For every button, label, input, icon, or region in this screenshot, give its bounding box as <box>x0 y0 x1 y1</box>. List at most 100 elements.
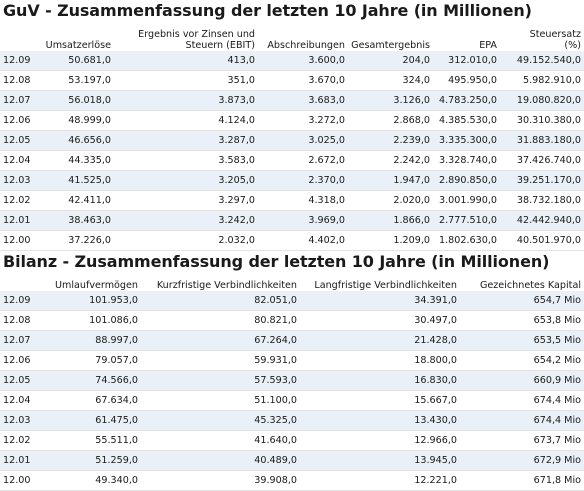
table-cell: 3.287,0 <box>114 130 258 151</box>
guv-column-header: Ergebnis vor Zinsen und Steuern (EBIT) <box>138 29 255 51</box>
table-row: 12.06 79.057,0 59.931,0 18.800,0 654,2 Mio <box>0 350 584 371</box>
table-cell: 19.080.820,0 <box>500 90 584 111</box>
table-cell: 2.868,0 <box>348 110 433 131</box>
table-cell: 13.945,0 <box>300 450 460 471</box>
table-row: 12.03 61.475,0 45.325,0 13.430,0 674,4 Mio <box>0 410 584 431</box>
table-cell: 37.426.740,0 <box>500 150 584 171</box>
table-cell: 653,8 Mio <box>460 310 584 331</box>
guv-column-header: Umsatzerlöse <box>45 40 111 51</box>
table-cell: 31.883.180,0 <box>500 130 584 151</box>
table-cell: 3.600,0 <box>258 51 348 71</box>
table-cell: 55.511,0 <box>36 430 141 451</box>
table-cell: 42.442.940,0 <box>500 210 584 231</box>
row-date-cell: 12.02 <box>0 430 36 451</box>
row-date-cell: 12.07 <box>0 90 36 111</box>
table-cell: 673,7 Mio <box>460 430 584 451</box>
table-cell: 2.032,0 <box>114 230 258 251</box>
table-cell: 39.908,0 <box>141 470 300 491</box>
table-cell: 495.950,0 <box>433 70 500 91</box>
table-row: 12.00 37.226,0 2.032,0 4.402,0 1.209,0 1.802.… <box>0 230 584 251</box>
bilanz-column-header: Langfristige Verbindlichkeiten <box>314 280 457 291</box>
table-cell: 671,8 Mio <box>460 470 584 491</box>
table-cell: 40.501.970,0 <box>500 230 584 251</box>
row-date-cell: 12.02 <box>0 190 36 211</box>
row-date-cell: 12.03 <box>0 410 36 431</box>
table-cell: 2.890.850,0 <box>433 170 500 191</box>
table-cell: 48.999,0 <box>36 110 114 131</box>
bilanz-table: Umlaufvermögen Kurzfristige Verbindlichke… <box>0 273 584 491</box>
table-cell: 1.947,0 <box>348 170 433 191</box>
table-cell: 3.683,0 <box>258 90 348 111</box>
guv-header-row: Umsatzerlöse Ergebnis vor Zinsen und Steue… <box>0 22 584 51</box>
guv-table: Umsatzerlöse Ergebnis vor Zinsen und Steue… <box>0 22 584 251</box>
table-cell: 12.221,0 <box>300 470 460 491</box>
table-row: 12.09 101.953,0 82.051,0 34.391,0 654,7 Mio <box>0 291 584 311</box>
table-cell: 79.057,0 <box>36 350 141 371</box>
table-cell: 41.525,0 <box>36 170 114 191</box>
row-date-cell: 12.01 <box>0 210 36 231</box>
table-cell: 3.873,0 <box>114 90 258 111</box>
bilanz-header-row: Umlaufvermögen Kurzfristige Verbindlichke… <box>0 273 584 291</box>
guv-column-header: EPA <box>479 40 497 51</box>
bilanz-section: Bilanz - Zusammenfassung der letzten 10 … <box>0 251 584 491</box>
bilanz-body: 12.09 101.953,0 82.051,0 34.391,0 654,7 Mio 1… <box>0 291 584 491</box>
table-cell: 12.966,0 <box>300 430 460 451</box>
table-row: 12.00 49.340,0 39.908,0 12.221,0 671,8 Mio <box>0 470 584 491</box>
row-date-cell: 12.00 <box>0 470 36 491</box>
table-cell: 351,0 <box>114 70 258 91</box>
table-cell: 4.124,0 <box>114 110 258 131</box>
table-cell: 38.463,0 <box>36 210 114 231</box>
row-date-cell: 12.00 <box>0 230 36 251</box>
table-cell: 312.010,0 <box>433 51 500 71</box>
table-cell: 30.310.380,0 <box>500 110 584 131</box>
table-cell: 3.126,0 <box>348 90 433 111</box>
table-cell: 67.634,0 <box>36 390 141 411</box>
table-row: 12.01 51.259,0 40.489,0 13.945,0 672,9 Mio <box>0 450 584 471</box>
table-cell: 40.489,0 <box>141 450 300 471</box>
table-cell: 80.821,0 <box>141 310 300 331</box>
table-cell: 50.681,0 <box>36 51 114 71</box>
table-cell: 2.242,0 <box>348 150 433 171</box>
table-row: 12.08 101.086,0 80.821,0 30.497,0 653,8 Mio <box>0 310 584 331</box>
guv-column-header <box>0 22 36 51</box>
table-row: 12.09 50.681,0 413,0 3.600,0 204,0 312.010,0 4… <box>0 51 584 71</box>
table-cell: 2.672,0 <box>258 150 348 171</box>
row-date-cell: 12.01 <box>0 450 36 471</box>
table-cell: 654,2 Mio <box>460 350 584 371</box>
table-cell: 67.264,0 <box>141 330 300 351</box>
table-row: 12.02 42.411,0 3.297,0 4.318,0 2.020,0 3.001.… <box>0 190 584 211</box>
table-cell: 3.335.300,0 <box>433 130 500 151</box>
bilanz-column-header: Gezeichnetes Kapital <box>479 280 581 291</box>
table-cell: 3.025,0 <box>258 130 348 151</box>
table-row: 12.02 55.511,0 41.640,0 12.966,0 673,7 Mio <box>0 430 584 451</box>
table-cell: 101.953,0 <box>36 291 141 311</box>
table-cell: 30.497,0 <box>300 310 460 331</box>
table-cell: 674,4 Mio <box>460 390 584 411</box>
table-cell: 4.783.250,0 <box>433 90 500 111</box>
table-row: 12.01 38.463,0 3.242,0 3.969,0 1.866,0 2.777.… <box>0 210 584 231</box>
table-row: 12.05 74.566,0 57.593,0 16.830,0 660,9 Mio <box>0 370 584 391</box>
table-row: 12.07 88.997,0 67.264,0 21.428,0 653,5 Mio <box>0 330 584 351</box>
table-row: 12.03 41.525,0 3.205,0 2.370,0 1.947,0 2.890.… <box>0 170 584 191</box>
table-cell: 13.430,0 <box>300 410 460 431</box>
row-date-cell: 12.09 <box>0 291 36 311</box>
row-date-cell: 12.09 <box>0 51 36 71</box>
table-cell: 1.866,0 <box>348 210 433 231</box>
table-cell: 1.209,0 <box>348 230 433 251</box>
table-cell: 4.402,0 <box>258 230 348 251</box>
guv-column-header: Steuersatz (%) <box>529 29 581 51</box>
table-cell: 59.931,0 <box>141 350 300 371</box>
table-cell: 5.982.910,0 <box>500 70 584 91</box>
bilanz-title: Bilanz - Zusammenfassung der letzten 10 … <box>3 252 550 271</box>
table-cell: 46.656,0 <box>36 130 114 151</box>
table-cell: 3.328.740,0 <box>433 150 500 171</box>
row-date-cell: 12.08 <box>0 70 36 91</box>
table-cell: 654,7 Mio <box>460 291 584 311</box>
table-cell: 204,0 <box>348 51 433 71</box>
table-cell: 3.272,0 <box>258 110 348 131</box>
table-cell: 74.566,0 <box>36 370 141 391</box>
table-cell: 61.475,0 <box>36 410 141 431</box>
table-cell: 45.325,0 <box>141 410 300 431</box>
table-cell: 2.020,0 <box>348 190 433 211</box>
row-date-cell: 12.06 <box>0 110 36 131</box>
